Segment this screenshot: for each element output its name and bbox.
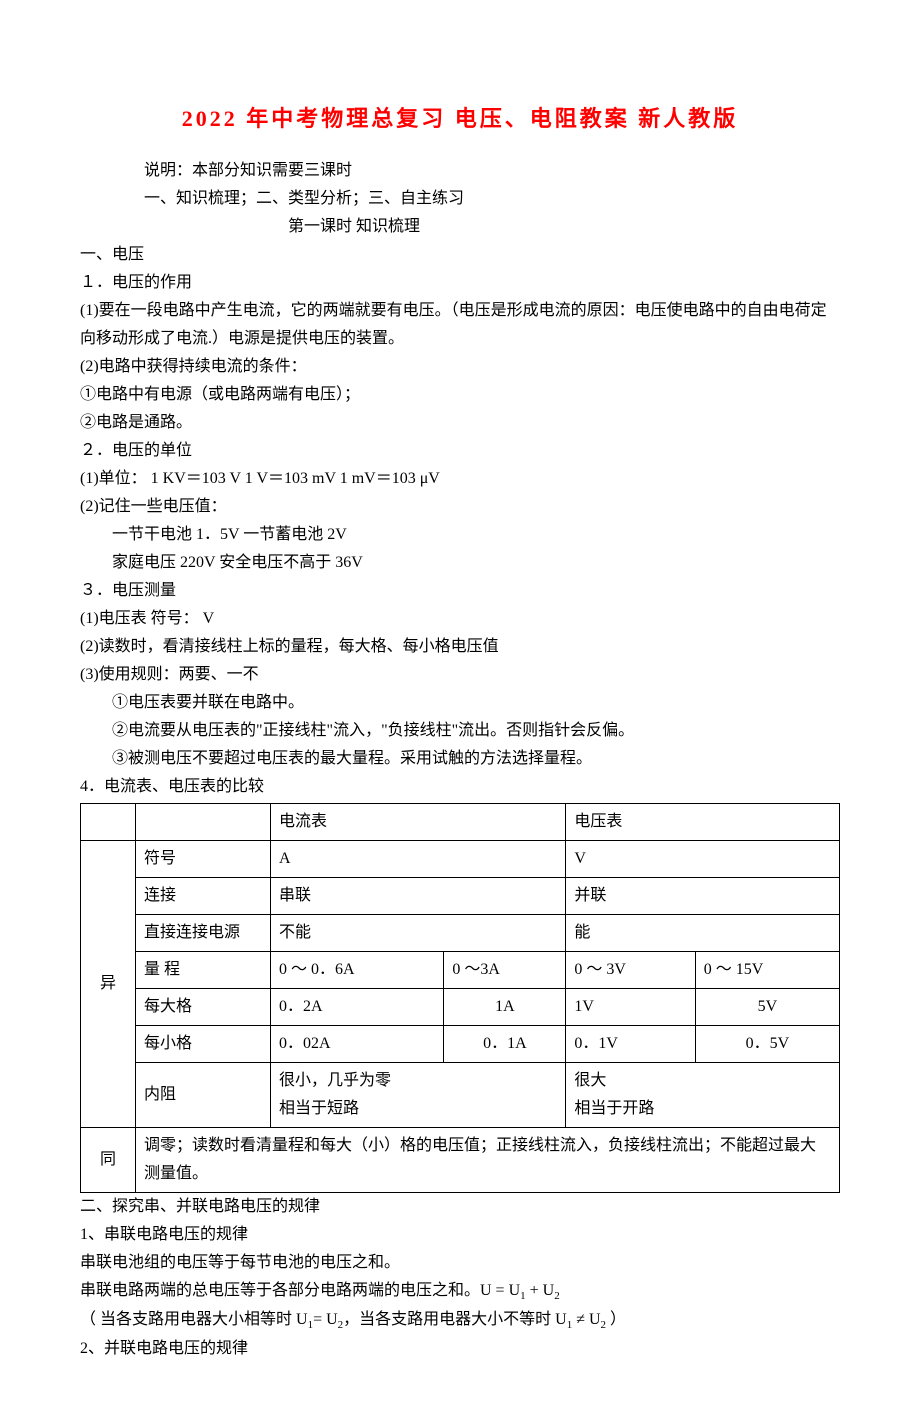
- row-label: 量 程: [136, 951, 271, 988]
- table-cell: 0 ～ 15V: [695, 951, 839, 988]
- table-cell: 0．5V: [695, 1025, 839, 1062]
- table-cell: 很大 相当于开路: [566, 1062, 840, 1127]
- text: ）: [606, 1311, 626, 1328]
- table-cell: 0 ～ 0．6A: [271, 951, 444, 988]
- text: + U: [526, 1282, 555, 1299]
- table-cell: 串联: [271, 877, 566, 914]
- section-2-2-heading: 2、并联电路电压的规律: [80, 1335, 840, 1363]
- table-cell: 0．1A: [444, 1025, 566, 1062]
- table-row: 直接连接电源 不能 能: [81, 914, 840, 951]
- table-row: 内阻 很小，几乎为零 相当于短路 很大 相当于开路: [81, 1062, 840, 1127]
- table-cell: 并联: [566, 877, 840, 914]
- table-cell: 0 ～3A: [444, 951, 566, 988]
- table-cell: 0 ～ 3V: [566, 951, 695, 988]
- text: （ 当各支路用电器大小相等时 U: [80, 1311, 308, 1328]
- paragraph: 串联电池组的电压等于每节电池的电压之和。: [80, 1249, 840, 1277]
- category-diff: 异: [81, 840, 136, 1127]
- table-cell: [136, 803, 271, 840]
- text: 很小，几乎为零: [279, 1072, 391, 1089]
- intro-sections: 一、知识梳理；二、类型分析；三、自主练习: [80, 185, 840, 213]
- subscript: 2: [554, 1290, 560, 1302]
- paragraph: (1)电压表 符号： V: [80, 605, 840, 633]
- table-row: 量 程 0 ～ 0．6A 0 ～3A 0 ～ 3V 0 ～ 15V: [81, 951, 840, 988]
- table-row: 电流表 电压表: [81, 803, 840, 840]
- table-cell: 5V: [695, 988, 839, 1025]
- paragraph: ①电压表要并联在电路中。: [80, 689, 840, 717]
- row-label: 每大格: [136, 988, 271, 1025]
- table-row: 同 调零；读数时看清量程和每大（小）格的电压值；正接线柱流入，负接线柱流出；不能…: [81, 1127, 840, 1192]
- text: ，当各支路用电器大小不等时 U: [343, 1311, 567, 1328]
- row-label: 直接连接电源: [136, 914, 271, 951]
- section-1-4-heading: 4．电流表、电压表的比较: [80, 773, 840, 801]
- text: 相当于短路: [279, 1100, 359, 1117]
- document-title: 2022 年中考物理总复习 电压、电阻教案 新人教版: [80, 100, 840, 139]
- table-cell: 很小，几乎为零 相当于短路: [271, 1062, 566, 1127]
- paragraph: 家庭电压 220V 安全电压不高于 36V: [80, 549, 840, 577]
- paragraph: (3)使用规则：两要、一不: [80, 661, 840, 689]
- paragraph: (2)记住一些电压值：: [80, 493, 840, 521]
- table-cell: 0．1V: [566, 1025, 695, 1062]
- table-cell: 1V: [566, 988, 695, 1025]
- lesson-subtitle: 第一课时 知识梳理: [80, 213, 840, 241]
- intro-note: 说明：本部分知识需要三课时: [80, 157, 840, 185]
- paragraph: (1)单位： 1 KV＝103 V 1 V＝103 mV 1 mV＝103 μV: [80, 465, 840, 493]
- row-label: 每小格: [136, 1025, 271, 1062]
- row-label: 连接: [136, 877, 271, 914]
- paragraph: (2)读数时，看清接线柱上标的量程，每大格、每小格电压值: [80, 633, 840, 661]
- section-1-2-heading: ２．电压的单位: [80, 437, 840, 465]
- paragraph: (1)要在一段电路中产生电流，它的两端就要有电压。（电压是形成电流的原因：电压使…: [80, 297, 840, 353]
- paragraph: 一节干电池 1．5V 一节蓄电池 2V: [80, 521, 840, 549]
- formula-condition: （ 当各支路用电器大小相等时 U1= U2，当各支路用电器大小不等时 U1 ≠ …: [80, 1306, 840, 1335]
- paragraph: (2)电路中获得持续电流的条件：: [80, 353, 840, 381]
- table-row: 每小格 0．02A 0．1A 0．1V 0．5V: [81, 1025, 840, 1062]
- table-cell: 0．2A: [271, 988, 444, 1025]
- paragraph: ②电路是通路。: [80, 409, 840, 437]
- table-cell: A: [271, 840, 566, 877]
- table-cell: 0．02A: [271, 1025, 444, 1062]
- text: 很大: [574, 1072, 606, 1089]
- table-row: 每大格 0．2A 1A 1V 5V: [81, 988, 840, 1025]
- text: 相当于开路: [574, 1100, 654, 1117]
- table-cell-same: 调零；读数时看清量程和每大（小）格的电压值；正接线柱流入，负接线柱流出；不能超过…: [136, 1127, 840, 1192]
- row-label: 符号: [136, 840, 271, 877]
- comparison-table: 电流表 电压表 异 符号 A V 连接 串联 并联 直接连接电源 不能 能 量 …: [80, 803, 840, 1193]
- table-header-voltmeter: 电压表: [566, 803, 840, 840]
- text: ≠ U: [572, 1311, 600, 1328]
- section-1-3-heading: ３．电压测量: [80, 577, 840, 605]
- category-same: 同: [81, 1127, 136, 1192]
- text: = U: [313, 1311, 338, 1328]
- paragraph: ②电流要从电压表的"正接线柱"流入，"负接线柱"流出。否则指针会反偏。: [80, 717, 840, 745]
- text: 串联电路两端的总电压等于各部分电路两端的电压之和。U = U: [80, 1282, 520, 1299]
- table-cell: 能: [566, 914, 840, 951]
- table-cell: [81, 803, 136, 840]
- section-2-1-heading: 1、串联电路电压的规律: [80, 1221, 840, 1249]
- table-cell: V: [566, 840, 840, 877]
- table-cell: 1A: [444, 988, 566, 1025]
- paragraph: ③被测电压不要超过电压表的最大量程。采用试触的方法选择量程。: [80, 745, 840, 773]
- section-1-heading: 一、电压: [80, 241, 840, 269]
- table-cell: 不能: [271, 914, 566, 951]
- row-label: 内阻: [136, 1062, 271, 1127]
- table-row: 连接 串联 并联: [81, 877, 840, 914]
- table-row: 异 符号 A V: [81, 840, 840, 877]
- section-2-heading: 二、探究串、并联电路电压的规律: [80, 1193, 840, 1221]
- paragraph: ①电路中有电源（或电路两端有电压）；: [80, 381, 840, 409]
- section-1-1-heading: １．电压的作用: [80, 269, 840, 297]
- table-header-ammeter: 电流表: [271, 803, 566, 840]
